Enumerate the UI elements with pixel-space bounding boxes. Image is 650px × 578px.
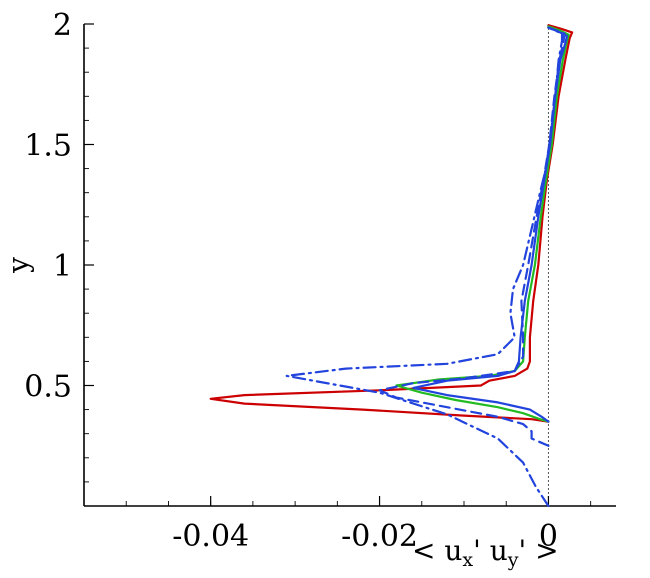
y-tick-label: 1 [53, 249, 72, 284]
chart-marks: -0.04 -0.02 0 0.5 1 1.5 2 [24, 8, 616, 554]
series-line-5 [285, 26, 564, 508]
y-tick-label: 1.5 [24, 129, 72, 164]
y-axis-label: y [2, 257, 35, 274]
y-tick-label: 2 [53, 8, 72, 43]
series-line-2 [395, 25, 570, 423]
series-line-1 [209, 24, 574, 423]
y-tick-label: 0.5 [24, 370, 72, 405]
x-axis-label: < ux' uy' > [412, 534, 559, 571]
x-tick-label: 0 [539, 519, 558, 554]
x-tick-label: -0.04 [172, 519, 249, 554]
series-line-3 [412, 26, 569, 423]
x-tick-label: -0.02 [341, 519, 418, 554]
